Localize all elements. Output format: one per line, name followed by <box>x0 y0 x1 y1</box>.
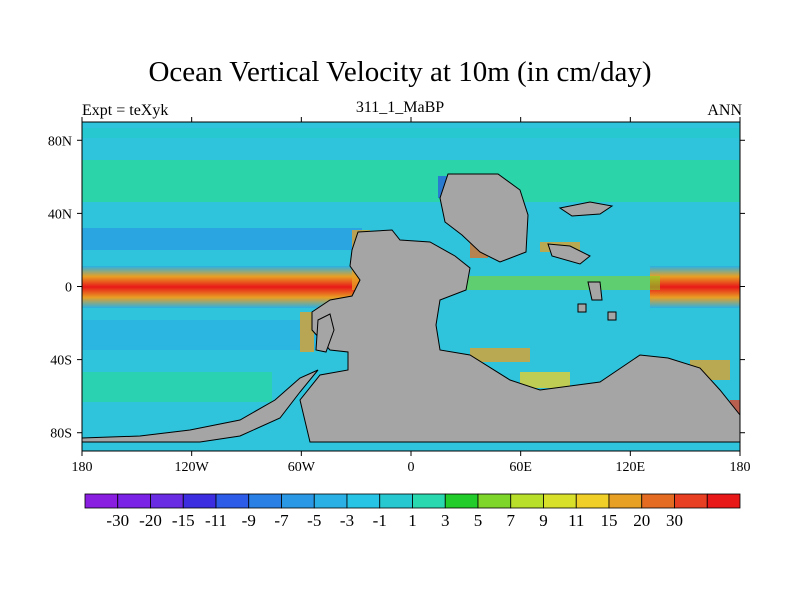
colorbar-label: -15 <box>172 511 195 530</box>
map-axes: 180 120W 60W 0 60E 120E 180 80N 40N 0 40S 80S <box>48 117 751 475</box>
x-tick-label: 0 <box>408 460 415 475</box>
colorbar-label: -1 <box>373 511 387 530</box>
arctic-band <box>82 128 740 138</box>
colorbar-box <box>215 493 250 509</box>
land-mass-5 <box>547 243 591 265</box>
colorbar-label: 30 <box>666 511 683 530</box>
colorbar-box <box>346 493 381 509</box>
land-mass-2 <box>82 369 319 443</box>
colorbar-box <box>182 493 217 509</box>
colorbar-label: -7 <box>274 511 289 530</box>
colorbar-box <box>84 493 119 509</box>
colorbar-label: -9 <box>242 511 256 530</box>
land-mass-1 <box>439 173 529 263</box>
colorbar-box <box>313 493 348 509</box>
y-tick-label: 40N <box>48 207 72 222</box>
colorbar-label: 3 <box>441 511 450 530</box>
coastal-upwelling-patch-8 <box>730 400 740 414</box>
colorbar-box <box>608 493 643 509</box>
y-tick-label: 80N <box>48 134 72 149</box>
colorbar-label: -20 <box>139 511 162 530</box>
colorbar-box <box>543 493 577 509</box>
equatorial-upwelling-east <box>650 266 740 308</box>
colorbar-label: 9 <box>539 511 548 530</box>
coastal-upwelling-patch-6 <box>300 312 314 352</box>
colorbar-label: -5 <box>307 511 321 530</box>
north-midlat-band <box>82 160 740 202</box>
x-tick-label: 180 <box>72 460 93 475</box>
x-tick-label: 180 <box>730 460 751 475</box>
x-tick-label: 120E <box>616 460 646 475</box>
colorbar-label: 1 <box>408 511 417 530</box>
velocity-field <box>82 122 740 451</box>
land-mass-8 <box>607 311 617 321</box>
x-tick-label: 60W <box>288 460 316 475</box>
y-tick-label: 80S <box>50 427 72 442</box>
map-title: Ocean Vertical Velocity at 10m (in cm/da… <box>148 56 652 88</box>
coastal-upwelling-patch-4 <box>520 372 570 388</box>
land-mass-7 <box>577 303 587 313</box>
colorbar-box <box>379 493 413 509</box>
y-tick-label: 40S <box>50 354 72 369</box>
x-tick-label: 120W <box>175 460 210 475</box>
colorbar-box <box>674 493 708 509</box>
colorbar: -30 -20 -15 -11 -9 -7 -5 -3 -1 1 3 5 7 9 11 15 20 30 <box>84 493 741 530</box>
y-tick-label: 0 <box>65 281 72 296</box>
coastal-upwelling-patch-3 <box>470 348 530 362</box>
colorbar-box <box>477 493 512 509</box>
south-midlat-band <box>82 372 272 402</box>
colorbar-box <box>150 493 184 509</box>
colorbar-label: 15 <box>601 511 618 530</box>
experiment-label: Expt = teXyk <box>82 102 169 119</box>
x-tick-label: 60E <box>509 460 532 475</box>
subtropic-downwelling-band <box>82 228 362 250</box>
colorbar-label: 7 <box>507 511 516 530</box>
land-mass-6 <box>587 281 603 301</box>
colorbar-label: 11 <box>568 511 584 530</box>
colorbar-label: 20 <box>633 511 650 530</box>
colorbar-box <box>117 493 151 509</box>
colorbar-box <box>706 493 741 509</box>
land-mass-4 <box>558 201 614 217</box>
colorbar-box <box>510 493 544 509</box>
colorbar-box <box>575 493 610 509</box>
equatorial-upwelling-west <box>82 266 362 308</box>
colorbar-label: -3 <box>340 511 354 530</box>
south-subtropic-band <box>82 320 332 350</box>
colorbar-box <box>444 493 479 509</box>
colorbar-box <box>641 493 675 509</box>
colorbar-label: -30 <box>106 511 129 530</box>
colorbar-label: -11 <box>205 511 227 530</box>
period-label: 311_1_MaBP <box>355 99 445 116</box>
colorbar-box <box>412 493 446 509</box>
colorbar-box <box>248 493 282 509</box>
colorbar-label: 5 <box>474 511 483 530</box>
colorbar-box <box>281 493 315 509</box>
land-mass-0 <box>299 229 740 443</box>
season-label: ANN <box>707 102 742 119</box>
land-mass-3 <box>315 313 335 353</box>
